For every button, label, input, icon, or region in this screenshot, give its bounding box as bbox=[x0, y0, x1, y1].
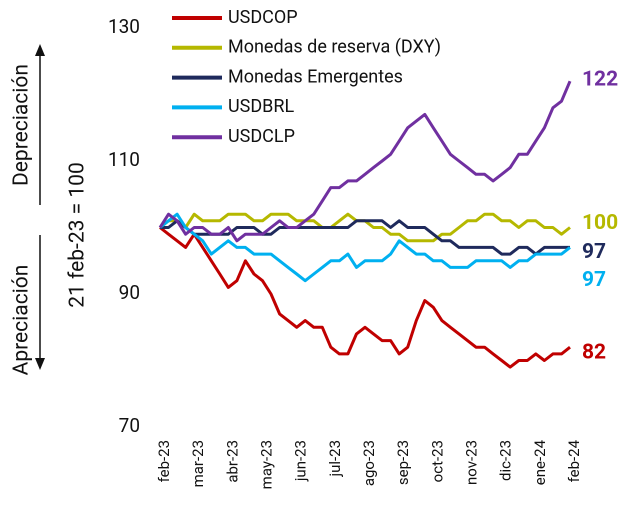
x-tick-label: ene-24 bbox=[531, 439, 549, 485]
legend-label: USDBRL bbox=[228, 96, 294, 117]
y-tick-label: 110 bbox=[108, 148, 140, 171]
y-tick-label: 90 bbox=[119, 281, 140, 304]
data-label: 97 bbox=[582, 268, 606, 292]
annotation: Apreciación bbox=[10, 265, 34, 376]
y-axis-label: 21 feb-23 = 100 bbox=[66, 162, 90, 308]
legend-label: USDCOP bbox=[228, 7, 298, 28]
x-tick-label: jul-23 bbox=[326, 440, 344, 478]
arrow-head bbox=[35, 358, 45, 370]
y-tick-label: 70 bbox=[119, 414, 140, 437]
legend-label: Monedas de reserva (DXY) bbox=[228, 37, 441, 58]
series-line bbox=[159, 212, 571, 283]
series-line bbox=[159, 226, 571, 369]
annotation: Depreciación bbox=[10, 64, 34, 186]
data-label: 97 bbox=[582, 240, 606, 264]
x-tick-label: feb-24 bbox=[565, 439, 583, 482]
x-tick-label: nov-23 bbox=[462, 440, 480, 485]
series-line bbox=[158, 80, 572, 243]
x-tick-label: mar-23 bbox=[189, 440, 207, 487]
x-tick-label: abr-23 bbox=[223, 440, 241, 483]
data-label: 82 bbox=[582, 341, 606, 365]
legend-label: Monedas Emergentes bbox=[228, 66, 403, 87]
series-line bbox=[159, 212, 571, 243]
x-tick-label: feb-23 bbox=[155, 440, 173, 482]
x-tick-label: may-23 bbox=[257, 440, 275, 489]
y-tick-label: 130 bbox=[108, 15, 140, 38]
x-tick-label: ago-23 bbox=[360, 440, 378, 486]
data-label: 100 bbox=[582, 211, 618, 235]
data-label: 122 bbox=[582, 68, 618, 92]
legend-label: USDCLP bbox=[228, 126, 295, 147]
x-tick-label: jun-23 bbox=[292, 440, 310, 482]
arrow-head bbox=[35, 44, 45, 56]
x-tick-label: sep-23 bbox=[394, 440, 412, 485]
x-tick-label: oct-23 bbox=[428, 440, 446, 482]
series-line bbox=[160, 219, 570, 256]
x-tick-label: dic-23 bbox=[497, 440, 515, 481]
